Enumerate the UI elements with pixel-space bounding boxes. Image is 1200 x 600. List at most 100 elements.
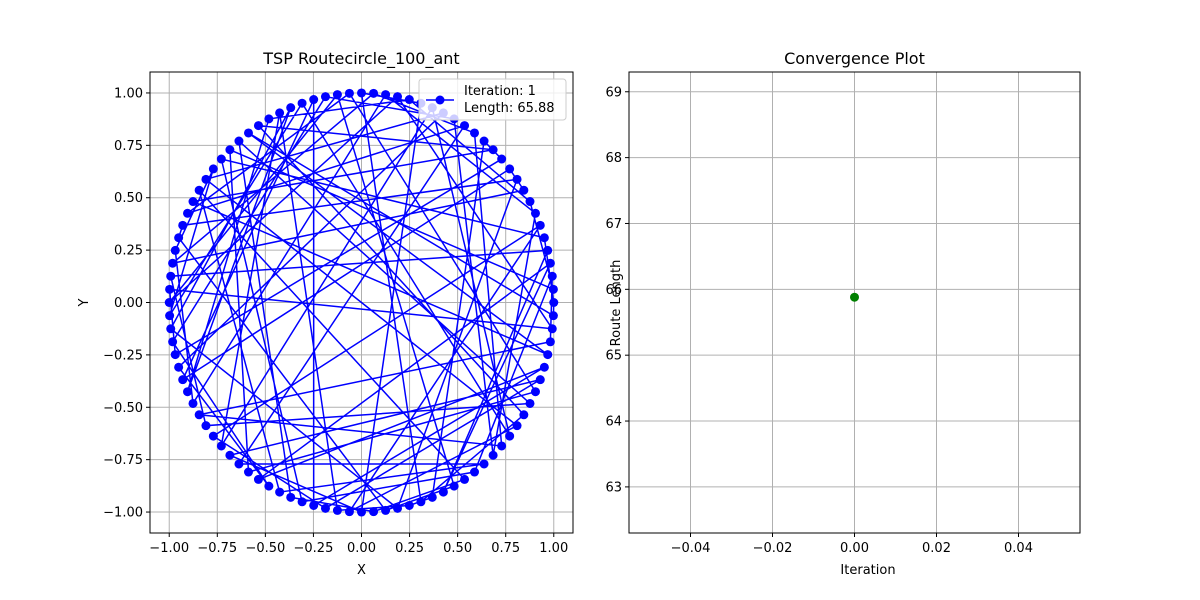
route-y-tick-label: −0.50 (103, 401, 143, 416)
route-city-point (275, 487, 285, 497)
route-city-point (253, 121, 263, 131)
route-city-point (543, 245, 553, 255)
route-plot-title: TSP Routecircle_100_ant (262, 49, 459, 69)
route-x-tick-label: −1.00 (149, 541, 189, 556)
route-city-point (166, 324, 176, 334)
route-city-point (535, 220, 545, 230)
route-y-tick-label: 1.00 (114, 86, 143, 101)
route-city-point (201, 174, 211, 184)
convergence-ticks: −0.04 −0.02 0.00 0.02 0.04 63 64 65 66 67 68 69 (605, 85, 1033, 556)
convergence-y-tick-label: 67 (605, 217, 622, 232)
route-city-point (416, 497, 426, 507)
route-city-point (381, 505, 391, 515)
route-city-point (309, 500, 319, 510)
route-city-point (332, 505, 342, 515)
route-city-point (264, 481, 274, 491)
route-city-point (357, 507, 366, 517)
route-city-point (512, 421, 522, 431)
route-city-point (369, 507, 379, 517)
convergence-grid (629, 72, 1080, 533)
route-city-point (479, 459, 489, 469)
route-city-point (393, 503, 403, 513)
tsp-route-plot: −1.00 −0.75 −0.50 −0.25 0.00 0.25 0.50 0.75 1.00… (77, 49, 574, 578)
route-city-point (174, 233, 184, 243)
route-city-point (479, 136, 489, 146)
route-city-point (344, 88, 354, 98)
route-x-tick-label: 0.00 (347, 541, 376, 556)
convergence-y-tick-label: 64 (605, 415, 622, 430)
route-city-point (543, 350, 553, 360)
convergence-x-axis-label: Iteration (840, 563, 895, 578)
route-y-tick-label: −1.00 (103, 506, 143, 521)
route-y-tick-label: 0.25 (114, 244, 143, 259)
convergence-y-tick-label: 69 (605, 85, 622, 100)
route-points (164, 88, 559, 517)
route-y-tick-label: −0.75 (103, 453, 143, 468)
route-city-point (539, 362, 549, 372)
convergence-x-tick-label: −0.04 (671, 541, 711, 556)
route-city-point (545, 258, 555, 268)
route-city-point (505, 431, 515, 441)
route-city-point (216, 441, 226, 451)
route-city-point (547, 324, 557, 334)
route-city-point (530, 208, 540, 218)
route-city-point (275, 108, 285, 118)
convergence-x-tick-label: −0.02 (753, 541, 793, 556)
route-y-axis-label: Y (77, 298, 92, 307)
route-city-point (470, 467, 480, 477)
route-city-point (165, 284, 175, 294)
route-city-point (497, 154, 507, 164)
route-city-point (243, 467, 253, 477)
route-city-point (357, 88, 366, 98)
route-x-axis-label: X (357, 563, 366, 578)
route-city-point (404, 500, 414, 510)
route-city-point (530, 387, 540, 397)
route-city-point (297, 98, 307, 108)
route-city-point (194, 185, 204, 195)
legend-iteration-label: Iteration: 1 (464, 84, 536, 99)
route-city-point (539, 233, 549, 243)
route-city-point (297, 497, 307, 507)
route-city-point (497, 441, 507, 451)
route-city-point (174, 362, 184, 372)
route-city-point (178, 220, 188, 230)
route-city-point (525, 197, 535, 207)
route-plot-frame (149, 71, 574, 534)
route-city-point (535, 375, 545, 385)
route-city-point (183, 208, 193, 218)
convergence-plot-title: Convergence Plot (784, 49, 925, 68)
route-city-point (243, 128, 253, 138)
route-city-point (234, 136, 244, 146)
convergence-y-tick-label: 66 (605, 283, 622, 298)
route-city-point (549, 298, 559, 307)
convergence-x-tick-label: 0.00 (840, 541, 869, 556)
route-city-point (286, 103, 296, 113)
route-city-point (460, 121, 470, 131)
route-city-point (168, 337, 178, 347)
route-city-point (208, 431, 218, 441)
route-city-point (320, 503, 330, 513)
route-city-point (393, 92, 403, 102)
legend-marker-swatch (435, 95, 445, 105)
convergence-x-tick-label: 0.04 (1004, 541, 1033, 556)
route-city-point (188, 197, 198, 207)
route-city-point (170, 350, 180, 360)
route-city-point (512, 174, 522, 184)
route-x-tick-label: 0.75 (491, 541, 520, 556)
route-legend: Iteration: 1 Length: 65.88 (418, 78, 567, 121)
route-city-point (234, 459, 244, 469)
route-city-point (178, 375, 188, 385)
legend-frame (418, 78, 567, 121)
route-city-point (470, 128, 480, 138)
route-y-tick-label: 0.75 (114, 139, 143, 154)
route-ticks: −1.00 −0.75 −0.50 −0.25 0.00 0.25 0.50 0.75 1.00… (103, 86, 568, 556)
route-city-point (225, 145, 235, 155)
route-city-point (208, 164, 218, 174)
route-x-tick-label: −0.25 (294, 541, 334, 556)
route-city-point (201, 421, 211, 431)
route-y-tick-label: −0.25 (103, 348, 143, 363)
convergence-plot: −0.04 −0.02 0.00 0.02 0.04 63 64 65 66 67 68 69 Con… (605, 49, 1081, 578)
route-city-point (548, 284, 558, 294)
route-city-point (548, 311, 558, 321)
